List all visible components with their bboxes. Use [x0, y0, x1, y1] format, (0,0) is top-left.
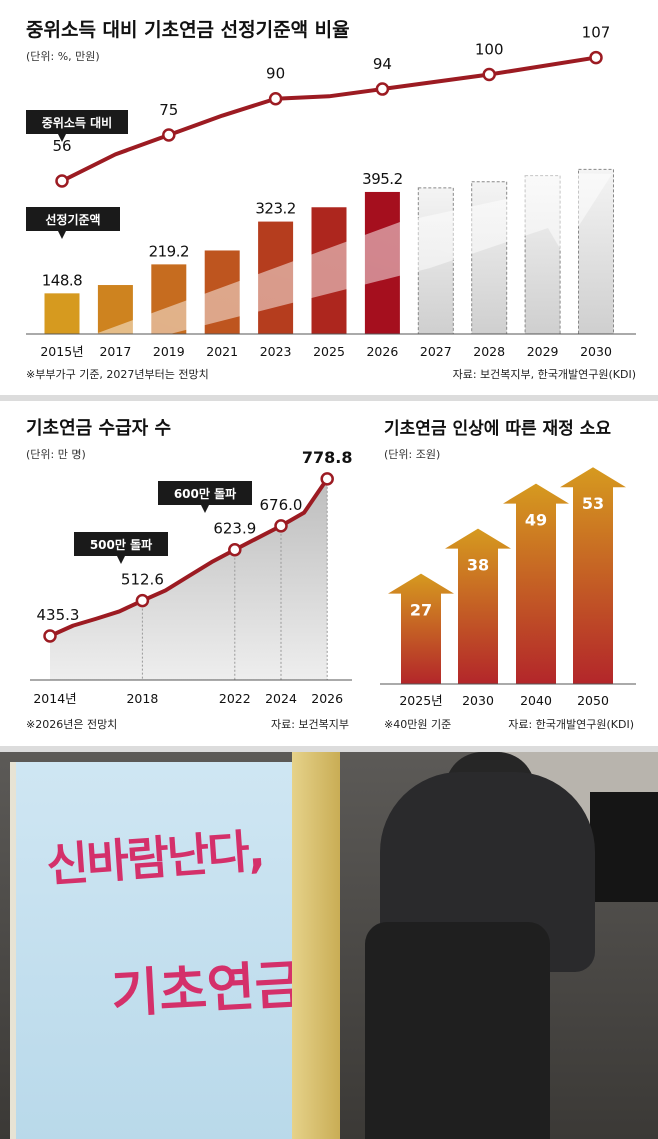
recipients-label: 778.8 [302, 448, 353, 467]
x-tick-label: 2030 [462, 693, 494, 708]
x-tick-label: 2050 [577, 693, 609, 708]
x-tick-label: 2028 [473, 344, 505, 359]
cost-value-label: 53 [582, 494, 604, 513]
recipients-point [228, 542, 242, 557]
chart2-note: ※2026년은 전망치 [26, 718, 117, 731]
bar-label: 148.8 [42, 271, 82, 289]
cost-value-label: 38 [467, 556, 489, 575]
ratio-point [268, 91, 283, 106]
x-tick-label: 2017 [99, 344, 131, 359]
x-tick-label: 2022 [219, 691, 251, 706]
bar-label: 323.2 [255, 200, 295, 218]
tag-500-text: 500만 돌파 [90, 537, 152, 552]
x-tick-label: 2026 [366, 344, 398, 359]
cost-value-label: 49 [525, 511, 547, 530]
chart2-subtitle: (단위: 만 명) [26, 448, 86, 461]
chart3-source: 자료: 한국개발연구원(KDI) [508, 718, 634, 731]
chart3-title: 기초연금 인상에 따른 재정 소요 [384, 419, 611, 439]
monitor [590, 792, 658, 902]
pension-poster: 신바람난다, 기초연금 [10, 762, 304, 1139]
growth-arrow-overlay [95, 172, 612, 334]
x-tick-label: 2025 [313, 344, 345, 359]
recipients-area [50, 478, 328, 680]
ratio-point [589, 50, 603, 65]
recipients-point [135, 593, 150, 608]
ratio-point [55, 174, 69, 188]
x-tick-label: 2024 [265, 691, 297, 706]
x-tick-label: 2018 [126, 691, 158, 706]
ratio-label: 100 [475, 41, 504, 59]
tag-600-text: 600만 돌파 [174, 486, 236, 501]
poster-title: 기초연금 [109, 955, 305, 1025]
bar-2015년 [44, 293, 80, 334]
poster-headline: 신바람난다, [44, 823, 265, 893]
x-tick-label: 2029 [527, 344, 559, 359]
ratio-label: 94 [373, 55, 392, 73]
office-photo: 신바람난다, 기초연금 [0, 752, 658, 1139]
ratio-label: 107 [582, 24, 611, 42]
x-tick-label: 2040 [520, 693, 552, 708]
ratio-label: 56 [52, 137, 71, 155]
selection-criteria-chart: 중위소득 대비 기초연금 선정기준액 비율 (단위: %, 만원) 148.8 2… [26, 19, 636, 381]
section-divider-2 [0, 746, 658, 752]
cost-arrow-2030 [445, 528, 511, 684]
recipients-point [43, 629, 57, 643]
cost-arrow-2040 [503, 483, 569, 684]
bar-series-tag: 선정기준액 [26, 207, 120, 239]
chart1-subtitle: (단위: %, 만원) [26, 50, 100, 63]
ratio-label: 90 [266, 65, 285, 83]
ratio-line [61, 55, 597, 183]
bar-series-tag-text: 선정기준액 [45, 212, 100, 227]
tag-600-million: 600만 돌파 [158, 481, 252, 513]
x-tick-label: 2026 [311, 691, 343, 706]
bar-label: 395.2 [362, 170, 402, 188]
cost-value-label: 27 [410, 601, 432, 620]
frame-post [292, 752, 340, 1139]
x-tick-label: 2023 [260, 344, 292, 359]
chart3-note: ※40만원 기준 [384, 718, 451, 731]
chart1-source: 자료: 보건복지부, 한국개발연구원(KDI) [453, 368, 636, 381]
x-tick-label: 2019 [153, 344, 185, 359]
line-series-tag-text: 중위소득 대비 [42, 115, 112, 130]
x-tick-label: 2014년 [33, 691, 76, 706]
recipients-point [320, 472, 334, 486]
ratio-point [375, 82, 390, 96]
section-divider [0, 395, 658, 401]
x-tick-label: 2021 [206, 344, 238, 359]
ratio-point [162, 128, 176, 142]
x-tick-label: 2015년 [40, 344, 83, 359]
cost-arrow-2025년 [388, 573, 454, 684]
chart1-title: 중위소득 대비 기초연금 선정기준액 비율 [26, 19, 350, 41]
cost-arrow-2050 [560, 467, 626, 684]
recipients-label: 623.9 [213, 520, 256, 538]
office-chair [365, 922, 550, 1139]
chart3-subtitle: (단위: 조원) [384, 448, 440, 461]
bar-label: 219.2 [149, 242, 189, 260]
chart1-note: ※부부가구 기준, 2027년부터는 전망치 [26, 368, 209, 381]
tag-500-million: 500만 돌파 [74, 532, 168, 564]
x-tick-label: 2025년 [399, 693, 442, 708]
chart2-source: 자료: 보건복지부 [271, 718, 349, 731]
recipients-line [49, 477, 329, 638]
ratio-point [482, 67, 496, 82]
line-series-tag: 중위소득 대비 [26, 110, 128, 142]
recipients-label: 512.6 [121, 571, 164, 589]
recipients-label: 435.3 [37, 606, 80, 624]
recipients-label: 676.0 [260, 496, 303, 514]
chart2-title: 기초연금 수급자 수 [26, 418, 171, 439]
x-tick-label: 2030 [580, 344, 612, 359]
recipients-point [274, 519, 288, 533]
ratio-label: 75 [159, 101, 178, 119]
x-tick-label: 2027 [420, 344, 452, 359]
